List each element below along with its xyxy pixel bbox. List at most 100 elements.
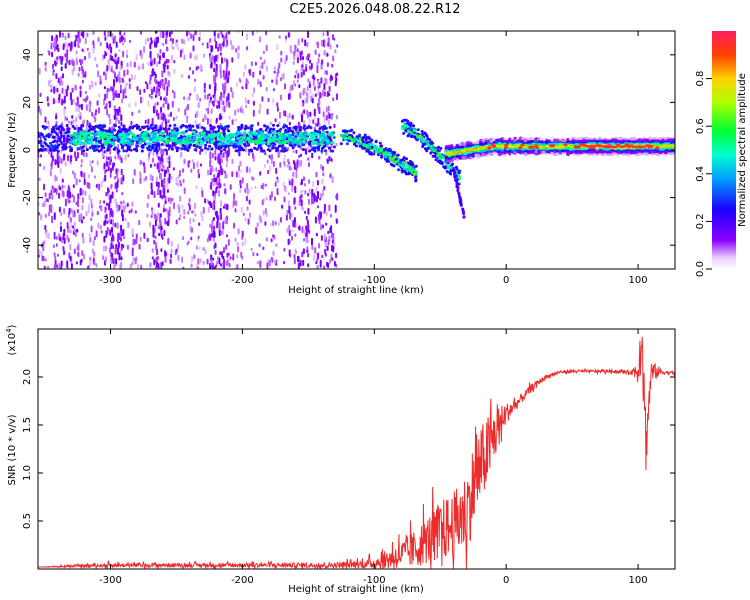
noise-cell [321, 178, 324, 185]
noise-cell [163, 169, 166, 178]
noise-cell [336, 193, 339, 201]
noise-cell [304, 97, 307, 104]
carrier-cell [165, 144, 169, 148]
noise-cell [77, 39, 80, 43]
noise-cell [92, 31, 95, 36]
noise-cell [56, 87, 59, 93]
carrier-cell [43, 137, 47, 141]
noise-cell [175, 42, 178, 47]
noise-cell [38, 249, 41, 256]
noise-cell [296, 79, 299, 83]
noise-cell [222, 205, 225, 209]
noise-cell [283, 154, 286, 161]
noise-cell [108, 202, 111, 208]
noise-cell [38, 67, 41, 75]
carrier-peak-cell [94, 142, 99, 146]
noise-cell [276, 176, 279, 180]
noise-cell [153, 239, 156, 245]
strong-carrier-peak [504, 143, 509, 147]
noise-cell [238, 151, 241, 157]
noise-cell [63, 185, 66, 189]
noise-cell [299, 259, 302, 267]
noise-cell [164, 208, 167, 212]
carrier-peak-cell [295, 139, 300, 142]
noise-cell [222, 221, 225, 230]
carrier-cell [279, 127, 283, 131]
carrier-cell [67, 130, 71, 134]
carrier-cell [66, 134, 70, 138]
noise-cell [149, 50, 152, 59]
noise-cell [192, 70, 195, 75]
noise-cell [256, 31, 259, 34]
noise-cell [225, 70, 228, 76]
carrier-peak-cell [248, 130, 253, 134]
noise-cell [167, 237, 170, 245]
noise-cell [235, 200, 238, 207]
noise-cell [111, 55, 114, 62]
noise-cell [72, 184, 75, 188]
noise-cell [64, 198, 67, 207]
strong-carrier-cell [671, 145, 675, 148]
noise-cell [84, 37, 87, 45]
branch-halo-cell [413, 135, 417, 139]
noise-cell [316, 67, 319, 74]
carrier-peak-cell [173, 131, 178, 135]
noise-cell [231, 158, 234, 165]
branch-cell [378, 147, 382, 151]
carrier-cell [162, 127, 166, 131]
noise-cell [301, 67, 304, 72]
noise-cell [67, 197, 70, 204]
noise-cell [159, 189, 162, 195]
noise-cell [280, 50, 283, 56]
carrier-peak-cell [278, 135, 283, 139]
carrier-peak-cell [292, 137, 297, 141]
noise-cell [86, 181, 89, 189]
noise-cell [317, 117, 320, 126]
noise-cell [307, 253, 310, 258]
branch-halo-cell [363, 133, 367, 137]
noise-cell [162, 31, 165, 39]
carrier-peak-cell [77, 138, 82, 141]
carrier-cell [175, 146, 179, 150]
carrier-peak-cell [248, 133, 253, 137]
branch-halo-cell [414, 178, 418, 182]
carrier-cell [281, 147, 285, 150]
noise-cell [231, 171, 234, 177]
spectrogram-y-tick-label: 40 [22, 48, 33, 61]
noise-cell [122, 89, 125, 96]
carrier-peak-cell [195, 142, 200, 146]
noise-cell [104, 36, 107, 41]
carrier-cell [101, 128, 105, 132]
carrier-peak-cell [161, 132, 165, 136]
noise-cell [188, 204, 191, 211]
noise-cell [165, 121, 168, 127]
noise-cell [320, 39, 323, 46]
noise-cell [217, 153, 220, 161]
strong-carrier-peak [563, 143, 568, 147]
carrier-cell [149, 123, 153, 127]
carrier-cell [181, 124, 185, 127]
noise-cell [135, 237, 138, 245]
noise-cell [51, 35, 54, 42]
carrier-cell [284, 148, 288, 152]
branch-cell [438, 152, 442, 156]
noise-cell [226, 234, 228, 238]
carrier-cell [85, 148, 89, 152]
carrier-cell [67, 138, 71, 142]
colorbar-ticks: 0.00.20.40.60.8 [695, 71, 712, 277]
noise-cell [307, 193, 310, 197]
noise-cell [83, 49, 86, 53]
carrier-peak-cell [138, 134, 143, 138]
noise-cell [92, 239, 95, 247]
noise-cell [300, 159, 303, 167]
carrier-peak-cell [201, 132, 206, 136]
noise-cell [330, 114, 333, 120]
noise-cell [75, 178, 78, 186]
noise-cell [159, 96, 162, 101]
noise-cell [96, 160, 99, 166]
noise-cell [232, 199, 235, 206]
noise-cell [199, 258, 202, 264]
carrier-cell [246, 126, 250, 130]
snr-y-tick-label: 1.0 [22, 465, 33, 481]
